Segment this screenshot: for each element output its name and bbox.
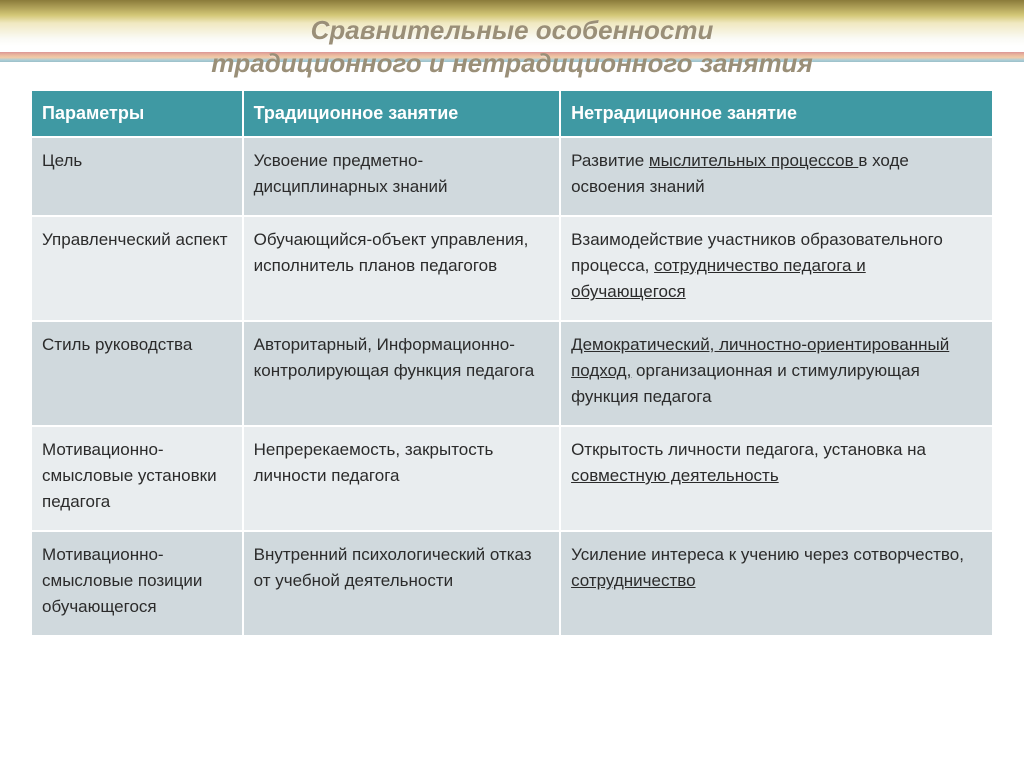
- cell-non: Усиление интереса к учению через сотворч…: [560, 531, 993, 636]
- col-header-trad: Традиционное занятие: [243, 90, 560, 137]
- cell-param: Цель: [31, 137, 243, 216]
- underlined-text: сотрудничество: [571, 571, 695, 590]
- cell-trad: Внутренний психологический отказ от учеб…: [243, 531, 560, 636]
- cell-trad: Непререкаемость, закрытость личности пед…: [243, 426, 560, 531]
- cell-non: Развитие мыслительных процессов в ходе о…: [560, 137, 993, 216]
- cell-trad: Авторитарный, Информационно-контролирующ…: [243, 321, 560, 426]
- cell-param: Управленческий аспект: [31, 216, 243, 321]
- col-header-non: Нетрадиционное занятие: [560, 90, 993, 137]
- table-row: Цель Усвоение предметно-дисциплинарных з…: [31, 137, 993, 216]
- text: Усиление интереса к учению через сотворч…: [571, 545, 964, 564]
- text: Развитие: [571, 151, 649, 170]
- cell-non: Открытость личности педагога, установка …: [560, 426, 993, 531]
- slide-title: Сравнительные особенности традиционного …: [30, 14, 994, 79]
- table-row: Мотивационно-смысловые установки педагог…: [31, 426, 993, 531]
- table-row: Мотивационно-смысловые позиции обучающег…: [31, 531, 993, 636]
- table-row: Стиль руководства Авторитарный, Информац…: [31, 321, 993, 426]
- title-line-1: Сравнительные особенности: [311, 15, 714, 45]
- comparison-table: Параметры Традиционное занятие Нетрадици…: [30, 89, 994, 637]
- cell-param: Мотивационно-смысловые позиции обучающег…: [31, 531, 243, 636]
- cell-non: Взаимодействие участников образовательно…: [560, 216, 993, 321]
- title-line-2: традиционного и нетрадиционного занятия: [211, 48, 813, 78]
- table-row: Управленческий аспект Обучающийся-объект…: [31, 216, 993, 321]
- cell-param: Мотивационно-смысловые установки педагог…: [31, 426, 243, 531]
- slide-container: Сравнительные особенности традиционного …: [0, 0, 1024, 767]
- cell-trad: Усвоение предметно-дисциплинарных знаний: [243, 137, 560, 216]
- cell-non: Демократический, личностно-ориентированн…: [560, 321, 993, 426]
- underlined-text: мыслительных процессов: [649, 151, 858, 170]
- text: Открытость личности педагога, установка …: [571, 440, 926, 459]
- cell-param: Стиль руководства: [31, 321, 243, 426]
- underlined-text: совместную деятельность: [571, 466, 779, 485]
- cell-trad: Обучающийся-объект управления, исполните…: [243, 216, 560, 321]
- col-header-param: Параметры: [31, 90, 243, 137]
- table-header-row: Параметры Традиционное занятие Нетрадици…: [31, 90, 993, 137]
